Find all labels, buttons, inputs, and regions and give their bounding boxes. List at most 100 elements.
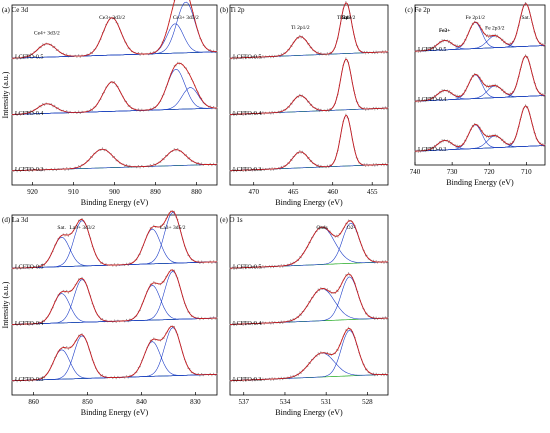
- data-point: [345, 57, 347, 59]
- data-point: [279, 266, 281, 268]
- component-peak: [12, 17, 218, 59]
- data-point: [456, 44, 458, 46]
- fit-curve: [230, 327, 389, 382]
- data-point: [376, 318, 379, 320]
- data-point: [487, 134, 489, 136]
- data-point: [509, 92, 511, 94]
- data-point: [320, 225, 322, 227]
- data-point: [125, 262, 128, 264]
- data-point: [234, 322, 236, 324]
- data-point: [441, 89, 443, 91]
- data-point: [263, 379, 265, 381]
- data-point: [280, 165, 282, 168]
- data-point: [129, 262, 131, 264]
- peak-label: La3+ 3d3/2: [69, 225, 95, 231]
- sample-label: LCFTO-0.3: [15, 377, 43, 383]
- data-point: [251, 57, 253, 60]
- data-point: [272, 56, 274, 59]
- data-point: [386, 52, 388, 54]
- data-point: [328, 54, 330, 56]
- x-tick-label: 910: [68, 188, 79, 196]
- component-peak: [230, 222, 389, 269]
- panel-2: (c) Fe 2p 740 730 720 710 Binding Energy (eV)…: [405, 1, 546, 187]
- data-point: [425, 100, 427, 103]
- data-point: [326, 108, 328, 110]
- data-point: [326, 52, 328, 54]
- data-point: [28, 324, 30, 326]
- peak-label: Fe3+: [439, 28, 450, 34]
- data-point: [456, 94, 458, 96]
- data-point: [209, 49, 211, 51]
- data-point: [487, 34, 489, 36]
- data-point: [262, 55, 264, 57]
- component-peak: [12, 220, 218, 269]
- data-point: [300, 152, 302, 154]
- data-point: [250, 168, 252, 170]
- data-point: [67, 169, 69, 171]
- data-point: [201, 373, 203, 375]
- data-point: [374, 375, 376, 377]
- component-peak: [12, 341, 218, 381]
- data-point: [375, 163, 377, 165]
- data-point: [261, 323, 263, 325]
- data-point: [214, 108, 216, 110]
- data-point: [376, 165, 379, 167]
- panel-frame: [414, 4, 546, 166]
- sample-label: LCFTO-0.3: [233, 377, 261, 383]
- data-point: [383, 375, 385, 377]
- data-point: [115, 321, 117, 323]
- data-point: [197, 372, 199, 375]
- data-point: [365, 53, 367, 55]
- data-point: [456, 144, 458, 146]
- data-point: [375, 106, 377, 108]
- data-point: [300, 96, 302, 98]
- data-point: [317, 164, 319, 166]
- data-point: [103, 150, 105, 152]
- data-point: [153, 337, 155, 339]
- data-point: [177, 148, 179, 150]
- data-point: [245, 324, 247, 326]
- data-point: [173, 148, 175, 150]
- data-point: [372, 259, 375, 261]
- data-point: [129, 318, 131, 320]
- data-point: [417, 151, 419, 153]
- data-point: [197, 316, 199, 318]
- data-point: [416, 49, 418, 51]
- data-point: [101, 374, 104, 376]
- data-point: [236, 324, 238, 326]
- component-peak: [229, 276, 388, 325]
- data-point: [259, 378, 261, 380]
- data-point: [372, 372, 375, 374]
- data-point: [31, 170, 34, 172]
- component-peak: [11, 68, 217, 115]
- fit-curve: [230, 114, 389, 172]
- data-point: [375, 372, 377, 374]
- data-point: [383, 108, 385, 110]
- panel-title: (b) Ti 2p: [220, 6, 245, 14]
- data-point: [329, 352, 331, 354]
- data-point: [232, 169, 234, 171]
- data-point: [317, 107, 319, 110]
- data-point: [38, 321, 40, 323]
- data-point: [245, 58, 247, 60]
- data-point: [242, 268, 244, 270]
- data-point: [233, 324, 235, 327]
- data-point: [382, 372, 384, 375]
- data-point: [261, 113, 263, 115]
- data-point: [31, 324, 34, 326]
- data-point: [55, 169, 58, 171]
- data-point: [328, 110, 330, 112]
- data-point: [280, 264, 282, 266]
- data-point: [440, 92, 442, 94]
- peak-label: Fe2+: [439, 28, 450, 34]
- fit-curve: [229, 58, 388, 115]
- data-point: [250, 112, 252, 114]
- data-point: [28, 56, 30, 58]
- data-point: [372, 163, 375, 165]
- data-point: [78, 165, 80, 167]
- data-point: [418, 149, 420, 151]
- data-point: [301, 94, 303, 96]
- data-point: [54, 45, 56, 48]
- data-point: [384, 316, 386, 318]
- data-point: [149, 164, 151, 166]
